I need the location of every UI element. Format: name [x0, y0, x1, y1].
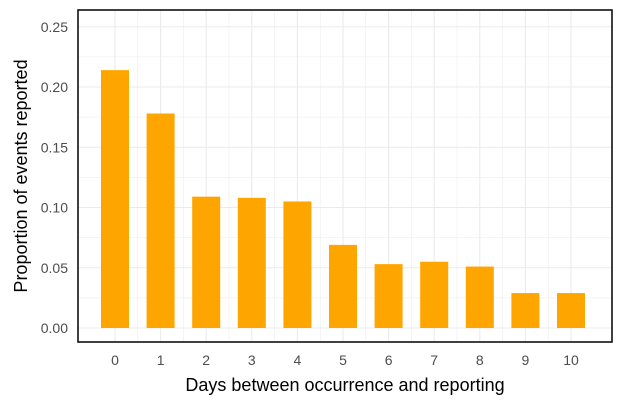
bar-8 — [465, 266, 494, 328]
x-tick-label: 0 — [111, 352, 119, 368]
y-axis-title: Proportion of events reported — [11, 59, 31, 292]
x-tick-label: 8 — [476, 352, 484, 368]
bar-3 — [237, 197, 266, 328]
x-tick-label: 6 — [385, 352, 393, 368]
x-tick-label: 10 — [563, 352, 579, 368]
x-tick-label: 1 — [157, 352, 165, 368]
panel-border — [77, 9, 613, 343]
bar-10 — [557, 293, 585, 328]
x-tick-label: 5 — [339, 352, 347, 368]
x-tick-label: 3 — [248, 352, 256, 368]
bar-0 — [101, 70, 129, 328]
bar-2 — [192, 196, 221, 328]
bar-1 — [146, 113, 175, 328]
y-tick-label: 0.00 — [41, 320, 68, 336]
x-axis-title: Days between occurrence and reporting — [185, 375, 504, 395]
y-tick-label: 0.20 — [41, 79, 68, 95]
bar-6 — [374, 264, 403, 328]
bar-5 — [329, 244, 357, 328]
x-tick-label: 2 — [202, 352, 210, 368]
bars — [101, 70, 585, 328]
y-axis: 0.00 0.05 0.10 0.15 0.20 0.25 — [41, 19, 68, 336]
y-tick-label: 0.15 — [41, 139, 68, 155]
bar-4 — [283, 201, 312, 328]
x-tick-label: 4 — [294, 352, 302, 368]
y-tick-label: 0.10 — [41, 200, 68, 216]
bar-9 — [511, 293, 540, 328]
x-tick-label: 7 — [430, 352, 438, 368]
y-tick-label: 0.05 — [41, 260, 68, 276]
y-tick-label: 0.25 — [41, 19, 68, 35]
x-axis: 0 1 2 3 4 5 6 7 8 9 10 — [111, 352, 579, 368]
bar-7 — [420, 261, 449, 328]
x-tick-label: 9 — [522, 352, 530, 368]
